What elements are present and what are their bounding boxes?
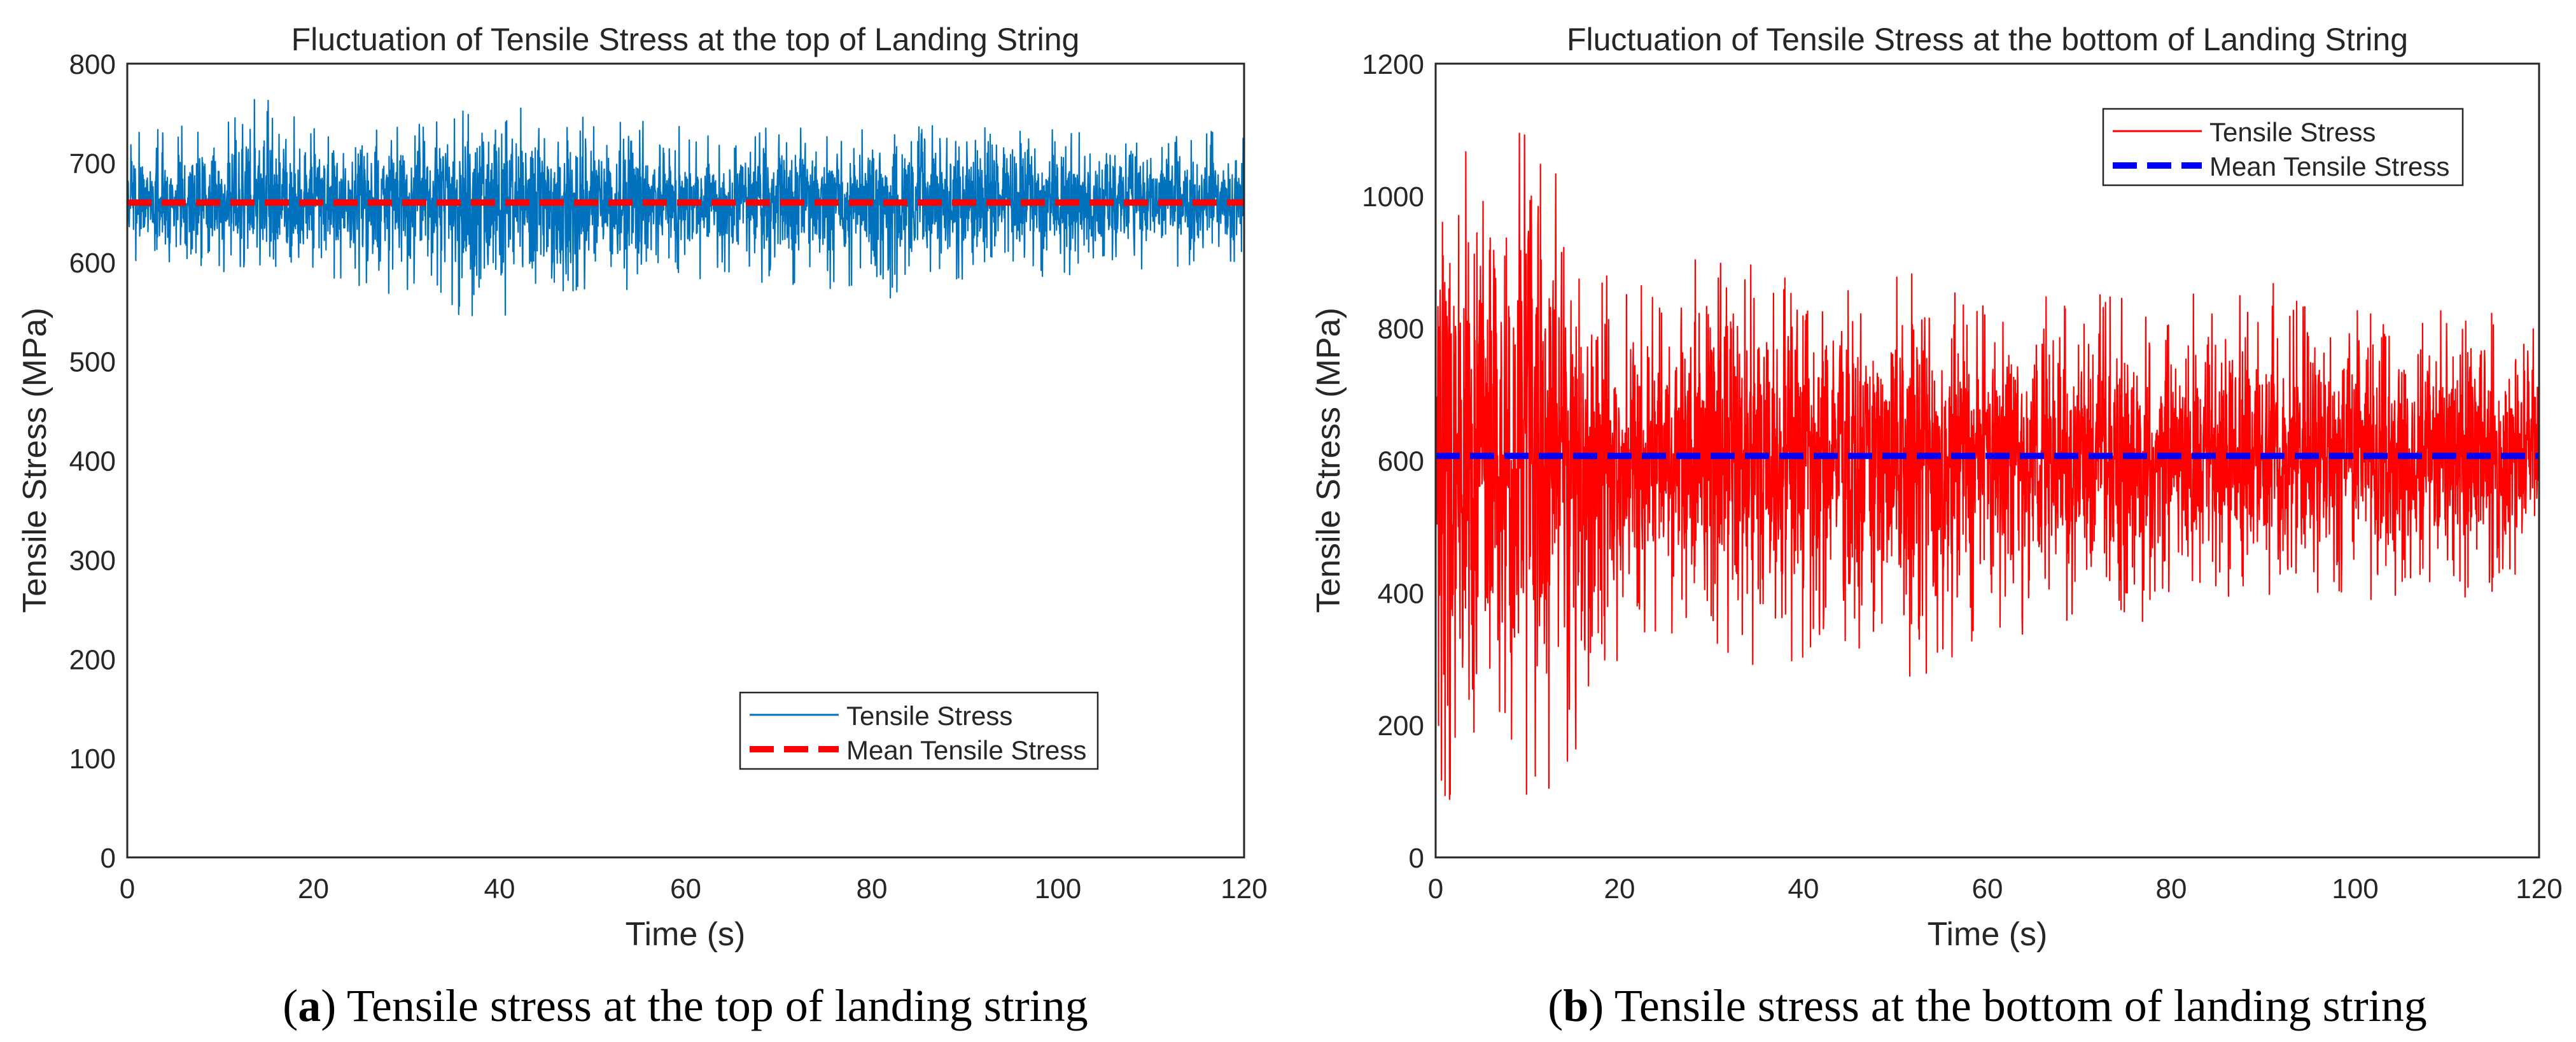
legend-box [739,691,1099,770]
tensile-stress-line [126,99,1245,857]
x-axis-label: Time (s) [1928,916,2048,953]
y-tick-label: 800 [1378,314,1424,345]
chart-title: Fluctuation of Tensile Stress at the bot… [1567,22,2408,57]
caption-a: (a) Tensile stress at the top of landing… [283,980,1088,1031]
legend: Tensile Stress Mean Tensile Stress [2102,108,2464,187]
x-tick-label: 60 [1972,873,2003,905]
x-tick-label: 0 [120,873,135,905]
x-tick-label: 0 [1428,873,1443,905]
legend-box [2102,108,2464,187]
chart-title: Fluctuation of Tensile Stress at the top… [291,22,1080,57]
y-tick-label: 600 [69,248,116,279]
legend: Tensile Stress Mean Tensile Stress [739,691,1099,770]
legend-label-tensile-stress: Tensile Stress [2209,117,2376,147]
x-tick-label: 20 [298,873,329,905]
y-tick-label: 600 [1378,446,1424,477]
x-tick-label: 80 [2156,873,2187,905]
y-tick-label: 700 [69,148,116,180]
caption-b-text: Tensile stress at the bottom of landing … [1614,980,2427,1031]
y-tick-label: 400 [1378,578,1424,609]
y-axis-label: Tensile Stress (MPa) [17,307,53,613]
axes-box [126,62,1245,859]
plot-area [1434,62,2540,859]
tensile-stress-line [1434,132,2540,857]
x-tick-label: 40 [484,873,515,905]
y-tick-label: 1200 [1362,49,1424,80]
caption-a-letter: a [298,980,321,1031]
tensile-stress-series [126,99,1245,857]
y-axis-label: Tensile Stress (MPa) [1310,307,1347,613]
legend-label-mean-tensile-stress: Mean Tensile Stress [2209,151,2449,181]
x-tick-label: 40 [1788,873,1819,905]
x-tick-label: 60 [670,873,701,905]
y-tick-label: 1000 [1362,181,1424,213]
y-tick-labels: 0 100 200 300 400 500 600 700 800 [69,49,1244,874]
x-tick-label: 100 [1035,873,1081,905]
y-tick-label: 0 [101,843,116,874]
caption-b: (b) Tensile stress at the bottom of land… [1548,980,2427,1031]
y-tick-label: 0 [1409,843,1424,874]
tensile-stress-series [1434,132,2540,857]
x-tick-label: 80 [857,873,888,905]
axes-box [1434,62,2540,859]
chart-bottom-landing-string: Fluctuation of Tensile Stress at the bot… [1310,22,2563,953]
caption-a-text: Tensile stress at the top of landing str… [347,980,1088,1031]
y-tick-label: 200 [1378,710,1424,742]
legend-label-mean-tensile-stress: Mean Tensile Stress [846,735,1086,765]
caption-b-letter: b [1563,980,1588,1031]
y-tick-label: 300 [69,545,116,576]
x-axis-label: Time (s) [626,916,746,953]
x-tick-labels: 0 20 40 60 80 100 120 [120,64,1268,905]
chart-top-landing-string: Fluctuation of Tensile Stress at the top… [17,22,1268,953]
legend-label-tensile-stress: Tensile Stress [846,701,1012,731]
y-tick-label: 200 [69,644,116,675]
x-tick-label: 120 [1221,873,1267,905]
x-tick-label: 100 [2332,873,2378,905]
y-tick-label: 500 [69,347,116,378]
y-tick-label: 800 [69,49,116,80]
y-tick-label: 100 [69,743,116,775]
x-tick-label: 20 [1604,873,1635,905]
y-tick-label: 400 [69,446,116,477]
x-tick-label: 120 [2516,873,2562,905]
